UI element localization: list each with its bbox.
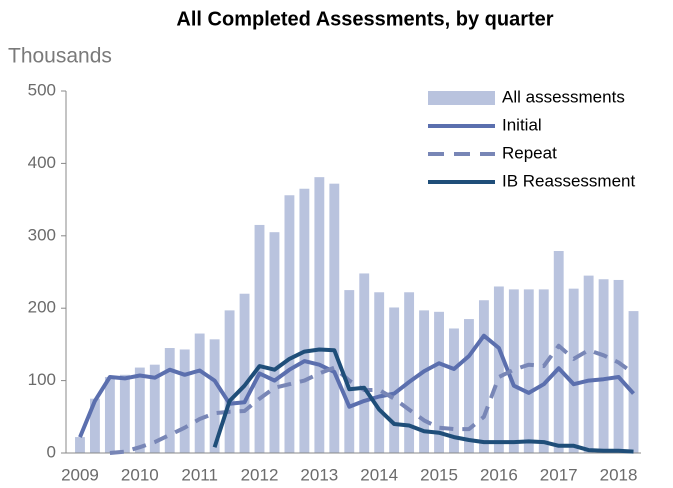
bar [628, 311, 639, 453]
x-tick-label: 2012 [241, 465, 279, 484]
x-tick-label: 2014 [360, 465, 398, 484]
x-tick-label: 2009 [61, 465, 99, 484]
legend-label: Repeat [502, 143, 557, 162]
bar [493, 286, 504, 453]
x-tick-label: 2017 [540, 465, 578, 484]
x-tick-label: 2015 [420, 465, 458, 484]
legend-label: All assessments [502, 87, 625, 106]
bar [194, 333, 205, 453]
y-tick-label: 300 [28, 225, 56, 244]
bar [523, 289, 534, 453]
legend-swatch [428, 91, 495, 105]
bar [224, 310, 235, 453]
bar [149, 364, 160, 453]
x-tick-label: 2010 [121, 465, 159, 484]
bar [359, 273, 370, 453]
bar [75, 437, 85, 453]
bar [434, 311, 444, 453]
bar [284, 195, 295, 454]
bar [119, 374, 130, 453]
x-tick-label: 2016 [480, 465, 518, 484]
bar [164, 348, 175, 453]
y-axis-label: Thousands [8, 45, 112, 68]
y-tick-label: 500 [28, 80, 56, 99]
bar [314, 177, 325, 453]
y-tick-label: 200 [28, 298, 56, 317]
bar [508, 289, 519, 453]
bar [329, 183, 340, 453]
legend-label: Initial [502, 115, 542, 134]
x-tick-label: 2011 [181, 465, 218, 484]
bar [209, 339, 220, 453]
bar [254, 224, 265, 453]
line-series [78, 333, 635, 438]
x-tick-label: 2018 [600, 465, 638, 484]
chart-title: All Completed Assessments, by quarter [176, 8, 553, 30]
legend-label: IB Reassessment [502, 171, 635, 190]
bar [538, 289, 549, 453]
bar [134, 367, 145, 453]
bar [449, 328, 459, 453]
bar [404, 292, 415, 453]
bar [568, 288, 579, 453]
y-tick-label: 0 [47, 442, 56, 461]
y-tick-label: 400 [28, 153, 56, 172]
line-series [109, 343, 635, 455]
bar [374, 292, 385, 453]
bar [553, 251, 564, 453]
bar [583, 275, 594, 453]
bar [598, 279, 609, 453]
bar [104, 376, 115, 453]
bar [464, 319, 474, 453]
bar [419, 310, 430, 453]
bar [299, 188, 310, 454]
bar [478, 300, 489, 453]
bar [239, 293, 250, 453]
bar [269, 232, 280, 453]
bar [389, 307, 400, 453]
bar [90, 398, 100, 453]
line-series [212, 347, 634, 454]
y-tick-label: 100 [28, 370, 56, 389]
bar [613, 279, 624, 453]
x-tick-label: 2013 [300, 465, 338, 484]
bar [344, 290, 355, 453]
bar [179, 349, 190, 453]
